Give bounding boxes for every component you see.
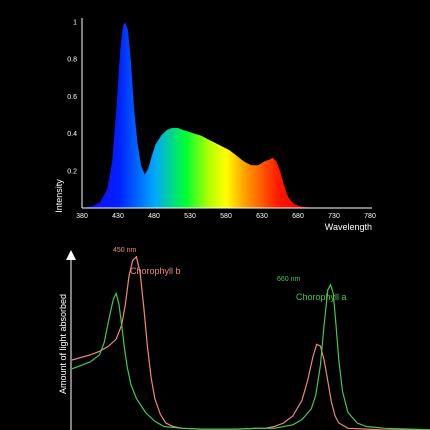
spectrum-x-axis-label: Wavelength [325, 222, 372, 232]
spectrum-y-tick-label: 0.8 [67, 57, 77, 64]
spectrum-x-tick-label: 680 [292, 213, 304, 220]
chlorophyll-a-legend-label: Chorophyll a [296, 292, 347, 302]
chlorophyll-a-peak-label: 660 nm [277, 276, 301, 283]
spectrum-x-tick-label: 780 [364, 213, 376, 220]
chlorophyll-a-line [71, 283, 430, 430]
absorption-y-axis-label: Amount of light absorbed [58, 294, 68, 394]
spectrum-y-tick-label: 1 [73, 20, 77, 27]
chlorophyll-b-legend-label: Chorophyll b [130, 266, 181, 276]
spectrum-y-axis-label: Intensity [54, 179, 64, 213]
spectrum-y-tick-label: 0.6 [67, 94, 77, 101]
spectrum-x-tick-label: 630 [256, 213, 268, 220]
spectrum-x-tick-label: 530 [184, 213, 196, 220]
spectrum-y-tick-label: 0.4 [67, 131, 77, 138]
spectrum-x-tick-label: 380 [76, 213, 88, 220]
spectrum-y-tick-labels: 0.2 0.4 0.6 0.8 1 [67, 20, 77, 176]
spectrum-area [82, 22, 370, 208]
chlorophyll-b-line [71, 255, 430, 430]
spectrum-chart: 380 430 480 530 580 630 680 730 780 0.2 0.4 0.6 0.8… [54, 18, 376, 232]
spectrum-x-tick-label: 730 [328, 213, 340, 220]
spectrum-x-tick-labels: 380 430 480 530 580 630 680 730 780 [76, 213, 376, 220]
spectrum-x-tick-label: 480 [148, 213, 160, 220]
spectrum-y-tick-label: 0.2 [67, 168, 77, 175]
absorption-chart: Amount of light absorbed 450 nm Chorophy… [58, 247, 430, 430]
absorption-y-axis-arrow [66, 250, 76, 260]
chlorophyll-b-peak-label: 450 nm [113, 247, 137, 254]
spectrum-x-tick-label: 430 [112, 213, 124, 220]
spectrum-x-tick-label: 580 [220, 213, 232, 220]
